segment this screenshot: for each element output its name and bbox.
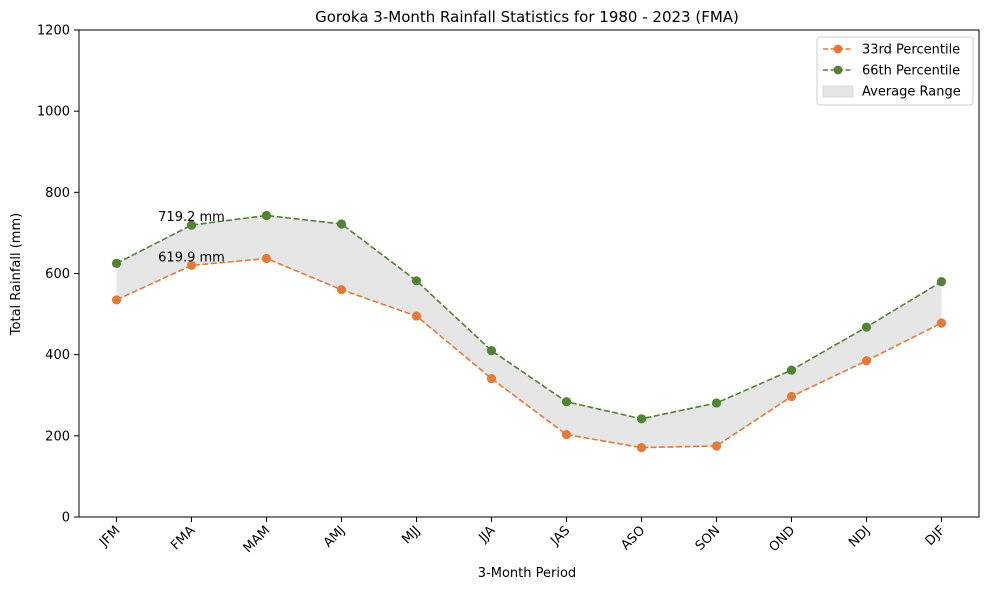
x-axis-label: 3-Month Period bbox=[478, 566, 576, 581]
x-tick-label: FMA bbox=[168, 523, 198, 553]
legend-box bbox=[816, 36, 974, 106]
legend-marker-66th-percentile bbox=[833, 65, 843, 75]
legend-label-average-range: Average Range bbox=[862, 85, 961, 100]
66th-percentile-point bbox=[336, 219, 347, 229]
value-annotation: 719.2 mm bbox=[158, 210, 225, 225]
x-tick-label: DJF bbox=[923, 523, 949, 549]
33rd-percentile-point bbox=[786, 391, 797, 402]
66th-percentile-line bbox=[116, 214, 942, 420]
x-tick-label: AMJ bbox=[321, 523, 349, 551]
y-tick-label: 1200 bbox=[37, 24, 70, 39]
33rd-percentile-point bbox=[111, 295, 122, 305]
x-tick-label: JAS bbox=[547, 523, 573, 549]
x-tick-label: JJA bbox=[475, 523, 498, 546]
legend-label-33rd-percentile: 33rd Percentile bbox=[862, 43, 960, 58]
legend-marker-33rd-percentile bbox=[833, 44, 843, 54]
33rd-percentile-line bbox=[116, 257, 942, 449]
33rd-percentile-point bbox=[411, 311, 422, 321]
33rd-percentile-point bbox=[261, 253, 272, 264]
y-tick-label: 800 bbox=[45, 186, 70, 201]
x-tick-label: JFM bbox=[96, 523, 123, 550]
x-tick-label: MJJ bbox=[399, 523, 423, 547]
value-annotation: 619.9 mm bbox=[158, 250, 225, 265]
66th-percentile-point bbox=[936, 277, 947, 287]
66th-percentile-point bbox=[111, 258, 122, 268]
y-tick-label: 200 bbox=[45, 429, 70, 444]
y-tick-label: 400 bbox=[45, 348, 70, 363]
legend-swatch-average-range bbox=[822, 85, 854, 98]
66th-percentile-point bbox=[861, 322, 872, 332]
x-tick-label: SON bbox=[693, 523, 724, 554]
y-tick-label: 0 bbox=[62, 511, 70, 526]
33rd-percentile-point bbox=[336, 285, 347, 295]
66th-percentile-point bbox=[261, 210, 272, 221]
66th-percentile-point bbox=[486, 346, 497, 356]
x-tick-label: MAM bbox=[241, 523, 274, 556]
33rd-percentile-point bbox=[861, 356, 872, 366]
66th-percentile-point bbox=[786, 365, 797, 375]
chart-title: Goroka 3-Month Rainfall Statistics for 1… bbox=[315, 8, 739, 26]
y-tick-label: 600 bbox=[45, 267, 70, 282]
33rd-percentile-point bbox=[561, 430, 572, 440]
66th-percentile-point bbox=[711, 398, 722, 408]
33rd-percentile-point bbox=[936, 318, 947, 328]
legend: 33rd Percentile 66th Percentile Average Ra… bbox=[816, 36, 974, 106]
legend-label-66th-percentile: 66th Percentile bbox=[862, 64, 960, 79]
66th-percentile-point bbox=[636, 414, 647, 424]
33rd-percentile-point bbox=[711, 441, 722, 451]
y-tick-label: 1000 bbox=[37, 105, 70, 120]
66th-percentile-point bbox=[411, 276, 422, 286]
66th-percentile-point bbox=[186, 220, 197, 230]
33rd-percentile-point bbox=[486, 374, 497, 384]
average-range-fill bbox=[116, 215, 942, 448]
33rd-percentile-point bbox=[636, 443, 647, 453]
x-tick-label: NDJ bbox=[846, 523, 873, 550]
x-tick-label: ASO bbox=[618, 523, 648, 553]
x-tick-label: OND bbox=[767, 523, 799, 555]
33rd-percentile-point bbox=[186, 260, 197, 271]
y-axis-label: Total Rainfall (mm) bbox=[9, 213, 24, 336]
66th-percentile-point bbox=[561, 397, 572, 407]
